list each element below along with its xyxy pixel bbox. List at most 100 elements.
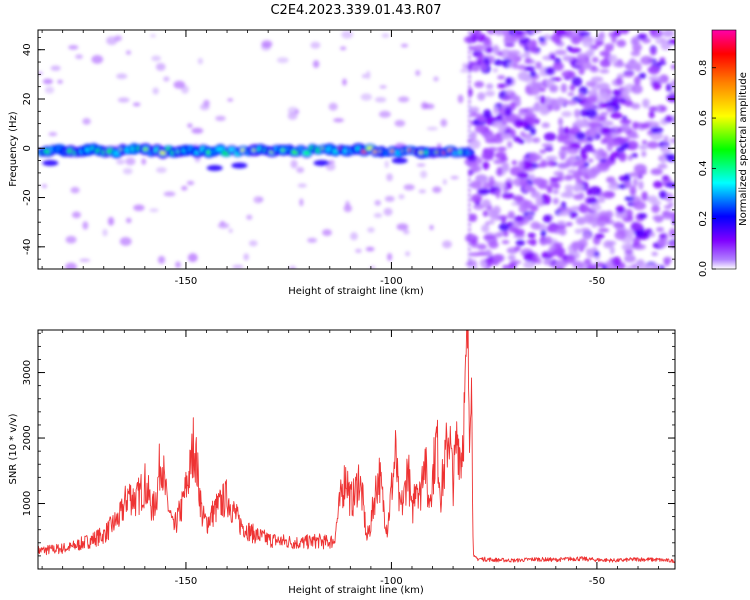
spectrogram-x-ticks: -150 -100 -50 [41,30,659,287]
spectrogram-y-ticks: -40 -20 0 20 40 [22,36,675,260]
spectrogram-faint-patch [42,78,53,85]
spectrogram-noise-patch [501,192,515,200]
spectrogram-noise-patch [664,115,674,123]
spectrogram-noise-patch [619,119,632,125]
spectrogram-noise-patch [612,61,625,68]
spectrogram-noise-patch [666,93,675,103]
spectrogram-noise-patch [515,239,526,247]
spectrogram-faint-patch [386,173,393,182]
spectrogram-faint-patch [379,85,387,89]
spectrogram-faint-patch [370,265,376,269]
spectrogram-noise-patch [517,64,527,70]
spectrogram-onset-edge [468,154,471,158]
spectrogram-noise-patch [543,132,557,142]
spectrogram-noise-patch [586,264,598,269]
spectrogram-noise-patch [565,222,573,227]
spectrogram-image [38,30,675,269]
spectrogram-noise-patch [656,226,665,233]
spectrogram-noise-patch [532,177,542,185]
spectrogram-onset-edge [468,70,471,74]
spectrogram-noise-patch [632,121,639,130]
spectrogram-ylabel: Frequency (Hz) [8,111,19,187]
spectrogram-faint-patch [155,62,166,71]
spectrogram-noise-patch [630,50,641,57]
spectrogram-noise-patch [572,260,584,269]
spectrogram-noise-patch [528,152,539,162]
spectrogram-ytick-label: 40 [22,43,33,56]
spectrogram-noise-patch [618,98,626,103]
spectrogram-faint-patch [152,87,159,95]
snr-frame [37,329,676,570]
spectrogram-onset-edge [468,104,471,108]
spectrogram-noise-patch [492,68,499,73]
spectrogram-faint-patch [181,185,188,191]
spectrogram-faint-patch [307,237,318,243]
spectrogram-noise-patch [606,106,615,113]
spectrogram-faint-patch [374,97,387,103]
spectrogram-noise-patch [543,259,553,266]
spectrogram-noise-patch [554,49,567,56]
spectrogram-noise-patch [620,123,631,132]
spectrogram-onset-edge [468,119,471,123]
spectrogram-faint-patch [187,253,198,263]
spectrogram-onset-edge [468,35,471,39]
spectrogram-noise-patch [497,51,503,56]
spectrogram-faint-patch [91,55,104,64]
spectrogram-noise-patch [561,70,575,78]
spectrogram-noise-patch [587,121,601,128]
spectrogram-noise-patch [497,83,506,89]
spectrogram-noise-patch [486,259,492,268]
spectrogram-faint-patch [261,40,273,48]
spectrogram-noise-patch [473,203,485,210]
spectrogram-noise-patch [553,182,561,190]
spectrogram-noise-patch [512,61,519,70]
spectrogram-noise-patch [567,169,578,174]
spectrogram-noise-patch [553,170,565,177]
spectrogram-echo-patch [231,162,248,169]
spectrogram-noise-patch [491,254,504,263]
snr-x-ticks: -150 -100 -50 [41,330,659,587]
spectrogram-noise-patch [582,232,592,240]
spectrogram-faint-patch [420,170,428,179]
spectrogram-noise-patch [585,81,596,87]
snr-ylabel: SNR (10 * v/v) [8,413,19,484]
spectrogram-noise-patch [571,76,583,87]
spectrogram-faint-patch [367,227,375,233]
spectrogram-onset-edge [468,149,471,153]
spectrogram-faint-patch [65,262,77,269]
spectrogram-onset-edge [468,45,471,49]
spectrogram-noise-patch [477,115,487,123]
spectrogram-noise-patch [672,114,675,125]
spectrogram-noise-patch [599,59,611,68]
spectrogram-noise-patch [580,60,592,70]
spectrogram-noise-patch [662,175,669,181]
spectrogram-echo-patch [391,157,408,164]
spectrogram-faint-patch [215,115,226,121]
spectrogram-faint-patch [381,33,390,38]
spectrogram-signal-peak [142,147,149,151]
spectrogram-echo-patch [206,164,223,171]
spectrogram-noise-patch [518,108,529,113]
spectrogram-noise-patch [575,178,584,185]
spectrogram-faint-patch [365,246,375,252]
spectrogram-noise-patch [576,52,588,62]
spectrogram-onset-edge [468,85,471,89]
spectrogram-noise-patch [578,192,585,199]
spectrogram-noise-patch [549,84,559,93]
spectrogram-noise-patch [626,133,640,139]
spectrogram-noise-patch [590,166,602,175]
spectrogram-faint-patch [232,264,244,269]
spectrogram-faint-patch [57,79,63,84]
spectrogram-noise-patch [558,148,568,158]
spectrogram-noise-patch [525,135,533,144]
spectrogram-noise-patch [636,232,648,237]
spectrogram-faint-patch [343,204,352,213]
spectrogram-noise-patch [650,131,664,141]
snr-ytick-label: 3000 [22,360,33,385]
spectrogram-noise-patch [633,76,641,86]
spectrogram-noise-patch [502,264,509,269]
spectrogram-noise-patch [518,204,528,214]
spectrogram-noise-patch [607,140,621,147]
colorbar-gradient [712,30,736,269]
spectrogram-faint-patch [418,189,426,194]
